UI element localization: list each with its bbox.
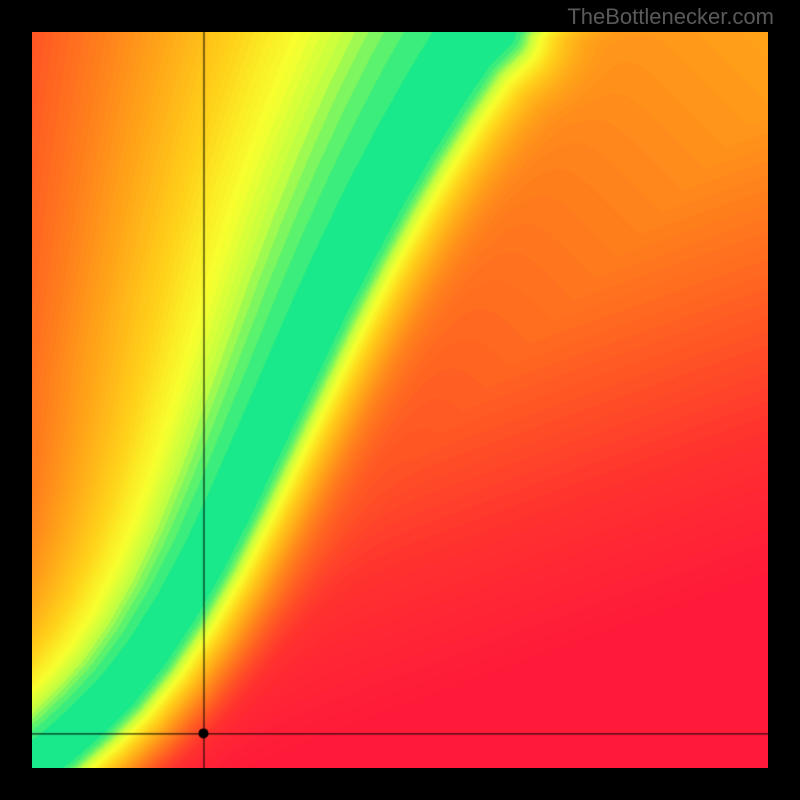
heatmap-plot xyxy=(32,32,768,768)
attribution-text: TheBottlenecker.com xyxy=(567,4,774,30)
heatmap-canvas xyxy=(32,32,768,768)
